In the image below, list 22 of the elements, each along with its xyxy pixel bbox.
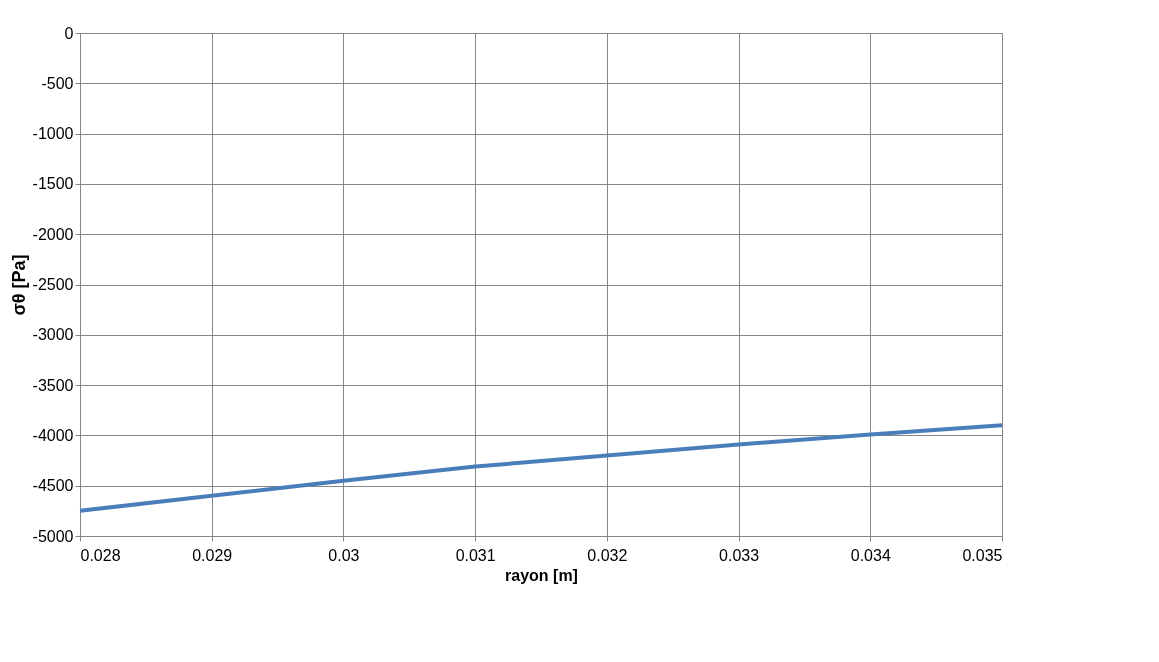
x-tick-label: 0.035 (962, 546, 1003, 564)
y-tick-label: -5000 (32, 527, 74, 545)
y-axis-title: σθ [Pa] (8, 254, 29, 316)
y-tick-label: -3000 (32, 326, 74, 344)
x-tick-label: 0.032 (587, 546, 628, 564)
x-tick-label: 0.03 (328, 546, 360, 564)
x-tick-label: 0.031 (455, 546, 496, 564)
x-tick-label: 0.028 (80, 546, 121, 564)
x-tick-label: 0.033 (719, 546, 760, 564)
y-tick-label: 0 (64, 24, 74, 42)
x-tick-label: 0.029 (192, 546, 233, 564)
y-tick-label: -3500 (32, 376, 74, 394)
y-tick-label: -1500 (32, 175, 74, 193)
y-tick-label: -4000 (32, 426, 74, 444)
y-tick-label: -4500 (32, 477, 74, 495)
x-axis-title: rayon [m] (505, 566, 578, 584)
y-tick-label: -1000 (32, 125, 74, 143)
line-series (78, 423, 1004, 513)
y-tick-label: -2500 (32, 276, 74, 293)
y-tick-label: -2000 (32, 225, 74, 243)
y-tick-label: -500 (41, 74, 74, 92)
x-tick-label: 0.034 (850, 546, 891, 564)
